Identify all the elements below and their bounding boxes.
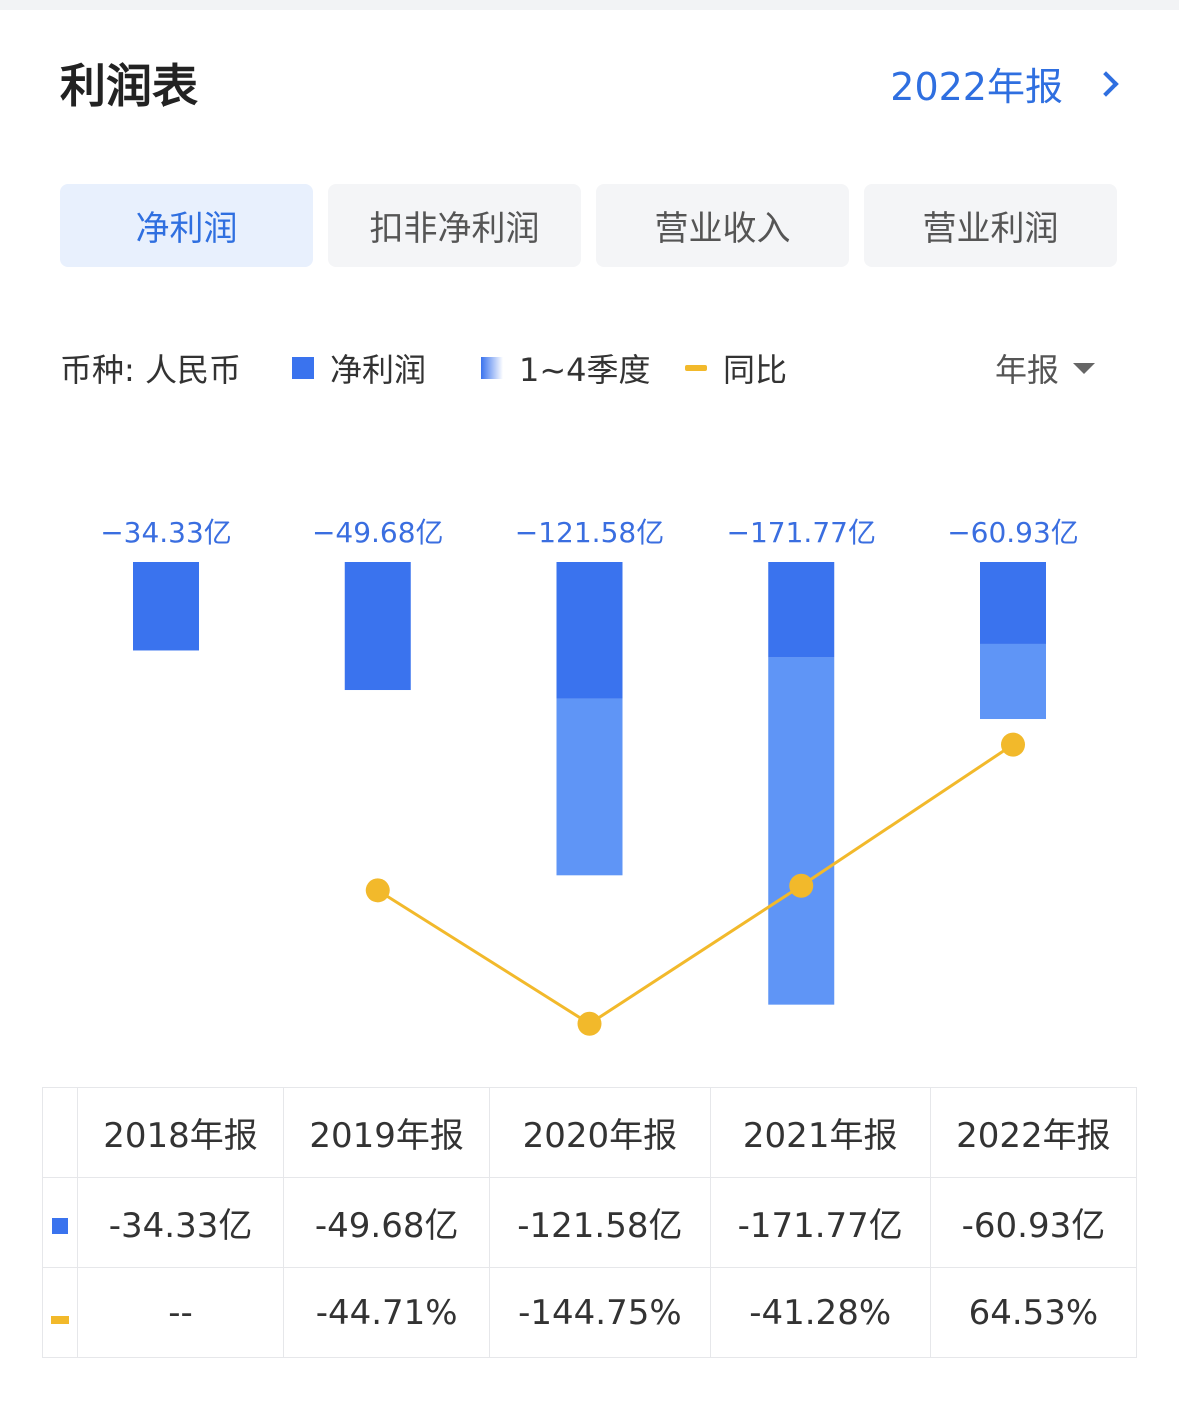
- yoy-line: [376, 743, 1014, 1026]
- table-header-row: 2018年报 2019年报 2020年报 2021年报 2022年报: [42, 1087, 1138, 1178]
- gradient-square-icon: [481, 357, 503, 379]
- header-cell: 2018年报: [76, 1087, 285, 1178]
- table-cell: --: [76, 1267, 285, 1358]
- net-profit-chart: −34.33亿 −49.68亿 −121.58亿 −171.77亿 −60.93亿: [100, 516, 1079, 1036]
- legend-yoy-label: 同比: [723, 351, 788, 389]
- table-cell: -144.75%: [489, 1267, 711, 1358]
- bar-net-profit: [133, 562, 199, 651]
- report-period-label: 2022年报: [890, 65, 1063, 109]
- solid-square-icon: [292, 357, 314, 379]
- tab-net-profit[interactable]: 净利润: [60, 184, 313, 267]
- bar-quarters: [556, 698, 623, 876]
- page-title: 利润表: [60, 59, 198, 113]
- tab-operating-revenue[interactable]: 营业收入: [596, 184, 849, 267]
- tab-deducted-net-profit[interactable]: 扣非净利润: [328, 184, 581, 267]
- row-icon-cell: [42, 1267, 78, 1358]
- yoy-point: [365, 878, 390, 903]
- corner-cell: [42, 1087, 78, 1178]
- table-row: -34.33亿 -49.68亿 -121.58亿 -171.77亿 -60.93…: [42, 1177, 1138, 1268]
- data-table: 2018年报 2019年报 2020年报 2021年报 2022年报 -34.3…: [42, 1087, 1138, 1358]
- data-label: −121.58亿: [515, 516, 664, 549]
- header-cell: 2021年报: [709, 1087, 931, 1178]
- chevron-right-icon: [1093, 70, 1119, 97]
- bar-net-profit: [980, 562, 1046, 644]
- data-label: −34.33亿: [100, 516, 232, 549]
- bar-quarters: [980, 643, 1046, 720]
- yoy-point: [1001, 732, 1025, 757]
- table-cell: -49.68亿: [283, 1177, 491, 1268]
- table-cell: 64.53%: [929, 1267, 1138, 1358]
- bar-net-profit: [768, 562, 835, 658]
- table-cell: -34.33亿: [76, 1177, 285, 1268]
- table-cell: -60.93亿: [929, 1177, 1138, 1268]
- line-dash-icon: [51, 1315, 69, 1324]
- data-label: −49.68亿: [312, 516, 444, 549]
- header-cell: 2020年报: [489, 1087, 711, 1178]
- caret-down-icon: [1073, 362, 1095, 374]
- table-row: -- -44.71% -144.75% -41.28% 64.53%: [42, 1267, 1138, 1358]
- bar-net-profit: [344, 562, 411, 691]
- metric-tabs: 净利润 扣非净利润 营业收入 营业利润: [60, 184, 1117, 267]
- chart-legend: 币种: 人民币 净利润 1~4季度 同比 年报: [60, 343, 1120, 393]
- period-dropdown[interactable]: 年报: [995, 343, 1095, 393]
- legend-quarters-label: 1~4季度: [519, 351, 651, 389]
- legend-net-profit-label: 净利润: [330, 351, 427, 389]
- data-label: −171.77亿: [727, 516, 876, 549]
- table-cell: -41.28%: [709, 1267, 931, 1358]
- table-cell: -44.71%: [283, 1267, 491, 1358]
- report-period-link[interactable]: 2022年报: [890, 56, 1119, 111]
- table-cell: -171.77亿: [709, 1177, 931, 1268]
- top-strip: [0, 0, 1179, 10]
- data-label: −60.93亿: [947, 516, 1079, 549]
- legend-net-profit[interactable]: 净利润: [292, 343, 426, 393]
- bar-quarters: [768, 657, 835, 1005]
- currency-label: 币种: 人民币: [60, 351, 241, 389]
- header-cell: 2019年报: [283, 1087, 491, 1178]
- period-dropdown-label: 年报: [994, 351, 1059, 389]
- legend-quarters[interactable]: 1~4季度: [481, 343, 651, 393]
- yoy-point: [789, 873, 814, 898]
- header-cell: 2022年报: [929, 1087, 1138, 1178]
- yoy-point: [577, 1011, 602, 1036]
- line-dash-icon: [685, 365, 707, 371]
- solid-square-icon: [52, 1217, 68, 1234]
- bar-net-profit: [556, 562, 623, 699]
- table-cell: -121.58亿: [489, 1177, 711, 1268]
- legend-yoy[interactable]: 同比: [685, 343, 787, 393]
- row-icon-cell: [42, 1177, 78, 1268]
- tab-operating-profit[interactable]: 营业利润: [864, 184, 1117, 267]
